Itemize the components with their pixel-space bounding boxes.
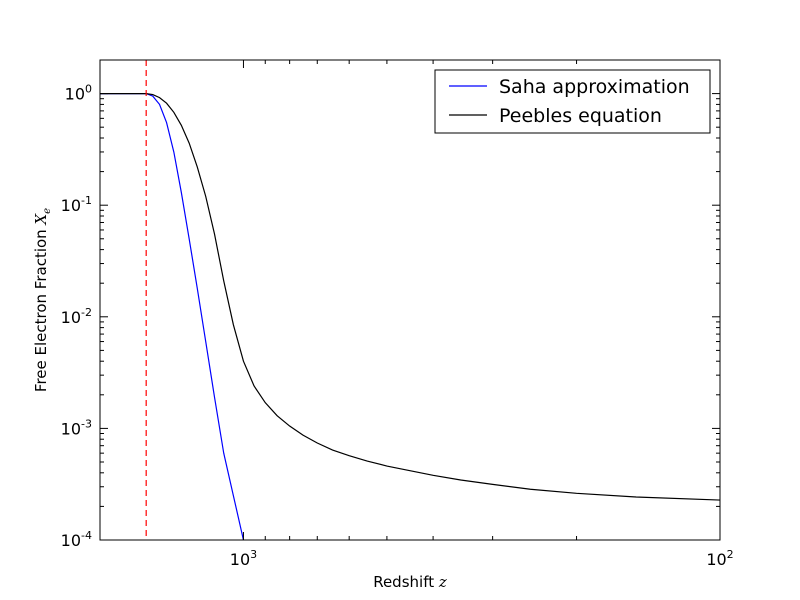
legend-label-peebles: Peebles equation <box>499 105 662 127</box>
series-line-saha <box>100 92 245 540</box>
series-layer <box>100 92 720 540</box>
x-axis-label-var: z <box>438 573 447 591</box>
y-axis-label-var: X <box>32 213 50 226</box>
y-tick-label: 10-3 <box>61 417 92 438</box>
plot-frame <box>99 59 721 541</box>
y-tick-label: 10-2 <box>61 306 92 327</box>
legend-label-saha: Saha approximation <box>499 76 690 98</box>
tick-labels: 100 10-1 10-2 10-3 10-4 103 102 <box>61 83 734 569</box>
y-axis-label-sub: e <box>42 208 53 214</box>
y-tick-label: 10-1 <box>61 194 92 215</box>
ticks-layer <box>100 60 721 541</box>
legend: Saha approximation Peebles equation <box>434 69 711 134</box>
y-axis-label: Free Electron Fraction Xe <box>32 208 53 392</box>
x-tick-label: 103 <box>230 548 257 569</box>
y-tick-label: 10-4 <box>61 529 92 550</box>
series-line-peebles <box>100 92 720 501</box>
x-tick-label: 102 <box>706 548 733 569</box>
x-axis-label-text: Redshift <box>373 573 434 591</box>
y-axis-label-text: Free Electron Fraction <box>32 229 50 392</box>
legend-box <box>434 69 711 134</box>
y-tick-label: 100 <box>65 83 92 104</box>
x-axis-label: Redshift z <box>373 573 447 591</box>
